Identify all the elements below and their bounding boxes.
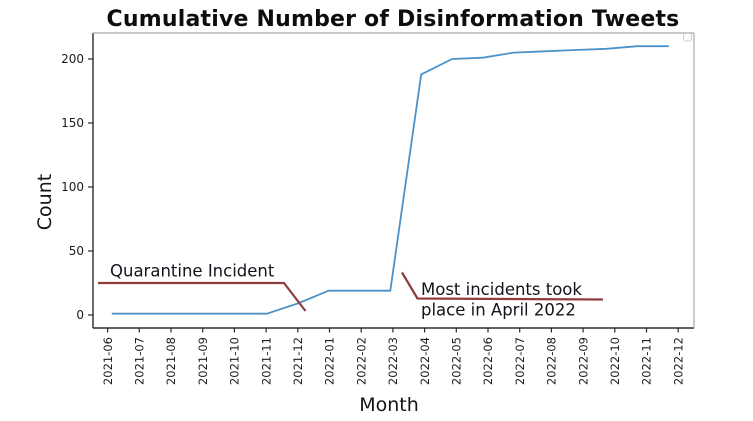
annotation-april-text-line: place in April 2022 (421, 301, 576, 320)
x-tick-label: 2021-09 (196, 337, 210, 385)
y-axis-label: Count (34, 174, 56, 230)
y-tick-label: 50 (69, 244, 84, 258)
x-axis-label: Month (359, 394, 419, 416)
data-line (111, 45, 670, 315)
x-tick-label: 2022-01 (323, 337, 337, 385)
chart-title: Cumulative Number of Disinformation Twee… (107, 7, 680, 32)
y-tick-label: 0 (76, 308, 84, 322)
y-tick-label: 200 (61, 52, 84, 66)
annotation-quarantine-leader (98, 281, 307, 312)
annotation-quarantine-text: Quarantine Incident (110, 262, 275, 281)
x-tick-label: 2021-07 (133, 337, 147, 385)
x-tick-label: 2022-05 (450, 337, 464, 385)
x-tick-label: 2021-11 (259, 337, 273, 385)
y-tick-label: 150 (61, 116, 84, 130)
annotation-april-text-line: Most incidents took (421, 280, 582, 299)
x-tick-label: 2022-12 (671, 337, 685, 385)
x-tick-label: 2022-04 (418, 337, 432, 385)
y-tick-label: 100 (61, 180, 84, 194)
x-tick-label: 2021-10 (228, 337, 242, 385)
x-tick-label: 2022-11 (640, 337, 654, 385)
x-tick-label: 2022-09 (576, 337, 590, 385)
x-tick-label: 2022-02 (354, 337, 368, 385)
annotation-april-leader (401, 271, 604, 301)
x-tick-label: 2022-10 (608, 337, 622, 385)
x-tick-label: 2022-06 (481, 337, 495, 385)
x-tick-label: 2021-08 (164, 337, 178, 385)
legend-box (683, 33, 692, 42)
x-tick-label: 2022-08 (545, 337, 559, 385)
x-tick-label: 2022-07 (513, 337, 527, 385)
x-tick-label: 2022-03 (386, 337, 400, 385)
plot-area: 0 50 100 150 200 2021-06 2021-07 2021-08 2021-09… (61, 32, 695, 385)
x-tick-label: 2021-06 (101, 337, 115, 385)
x-tick-label: 2021-12 (291, 337, 305, 385)
